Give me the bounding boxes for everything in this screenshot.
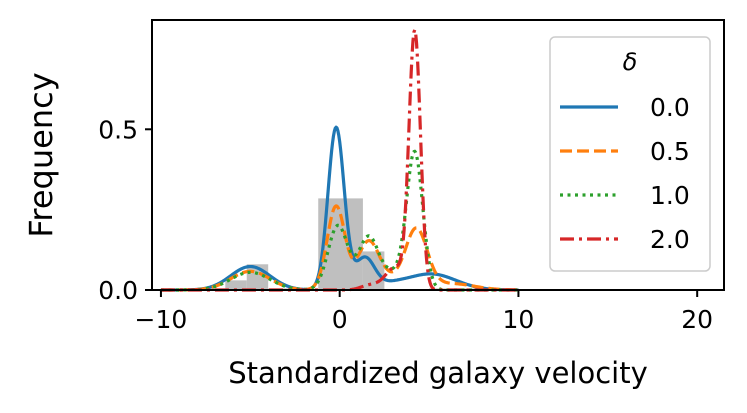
legend-title: δ: [623, 48, 638, 76]
x-axis-label: Standardized galaxy velocity: [228, 356, 648, 390]
legend-label: 0.5: [650, 137, 690, 166]
y-tick-label: 0.5: [98, 115, 138, 144]
series-line-1-0: [160, 149, 520, 292]
y-axis-ticks: 0.0 0.5: [98, 115, 152, 305]
x-tick-label: 20: [681, 305, 713, 334]
y-tick-label: 0.0: [98, 276, 138, 305]
x-tick-label: 0: [332, 305, 348, 334]
x-axis-ticks: −10 0 10 20: [135, 290, 713, 334]
legend-label: 2.0: [650, 225, 690, 254]
legend-entries: 0.0 0.5 1.0 2.0: [560, 93, 690, 254]
x-tick-label: −10: [135, 305, 188, 334]
histogram-bar: [225, 280, 247, 290]
y-axis-label: Frequency: [22, 72, 60, 237]
legend: δ 0.0 0.5 1.0 2.0: [549, 36, 711, 272]
legend-label: 0.0: [650, 93, 690, 122]
legend-box: [549, 36, 711, 272]
x-tick-label: 10: [503, 305, 535, 334]
histogram: [160, 198, 519, 290]
legend-label: 1.0: [650, 181, 690, 210]
plot-area-frame: [151, 19, 725, 291]
